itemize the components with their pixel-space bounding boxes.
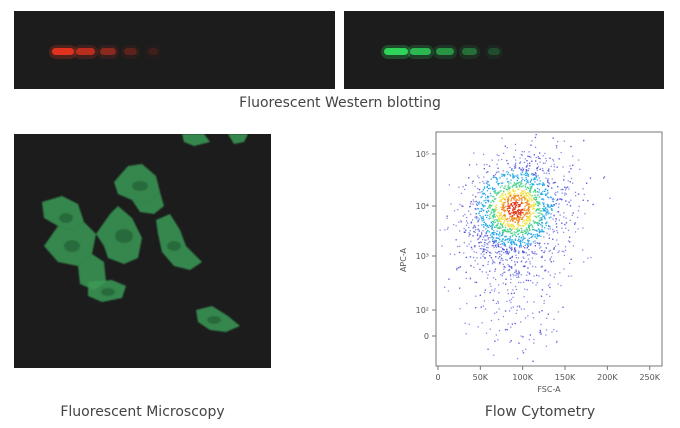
fluorescent-cell — [182, 134, 210, 146]
fluorescent-microscopy-image — [14, 134, 271, 368]
green-band — [462, 48, 477, 55]
flow-y-axis-title: APC-A — [399, 247, 408, 272]
red-band — [148, 48, 158, 55]
green-band-glow — [485, 45, 503, 59]
fluorescent-cell — [42, 196, 84, 230]
microscopy-caption: Fluorescent Microscopy — [60, 404, 225, 420]
green-band — [410, 48, 431, 55]
fluorescent-cell — [156, 214, 202, 270]
flow-x-axis-title: FSC-A — [537, 385, 561, 394]
red-band-glow — [145, 45, 161, 59]
cell-nucleus — [167, 241, 181, 251]
flow-cytometry-plot: 0 50K 100K 150K 200K 250K 10⁵ 10⁴ 10³ 10² 0 FSC-A… — [380, 130, 670, 400]
flow-x-tick-label: 200K — [597, 373, 618, 382]
western-blot-green-image — [344, 11, 664, 89]
flow-y-tick-label: 10³ — [416, 252, 429, 261]
flow-x-tick-label: 150K — [555, 373, 576, 382]
cell-nucleus — [132, 181, 148, 191]
fluorescent-cell — [228, 134, 248, 144]
flow-y-tick-label: 0 — [424, 332, 429, 341]
red-band-glow — [121, 45, 140, 59]
cell-nucleus — [59, 213, 73, 223]
western-blot-red-image — [14, 11, 335, 89]
flow-x-tick-label: 100K — [512, 373, 533, 382]
flow-y-tick-label: 10⁵ — [416, 150, 429, 159]
red-band — [100, 48, 116, 55]
flow-y-tick-label: 10⁴ — [416, 202, 429, 211]
cell-nucleus — [101, 288, 115, 296]
green-band-glow — [459, 45, 480, 59]
red-band — [124, 48, 137, 55]
fluorescent-cell — [78, 254, 106, 290]
green-band — [384, 48, 408, 55]
cell-nucleus — [207, 316, 221, 324]
cell-nucleus — [115, 229, 133, 243]
green-band — [436, 48, 454, 55]
red-band — [76, 48, 95, 55]
flow-x-tick-label: 0 — [435, 373, 440, 382]
cell-nucleus — [64, 240, 80, 252]
flow-cytometry-caption: Flow Cytometry — [484, 404, 596, 420]
flow-x-tick-label: 250K — [639, 373, 660, 382]
flow-x-tick-label: 50K — [473, 373, 489, 382]
red-band — [52, 48, 74, 55]
green-band — [488, 48, 500, 55]
western-blot-caption: Fluorescent Western blotting — [239, 95, 441, 111]
fluorescent-cell — [132, 192, 164, 214]
flow-y-tick-label: 10² — [416, 306, 429, 315]
